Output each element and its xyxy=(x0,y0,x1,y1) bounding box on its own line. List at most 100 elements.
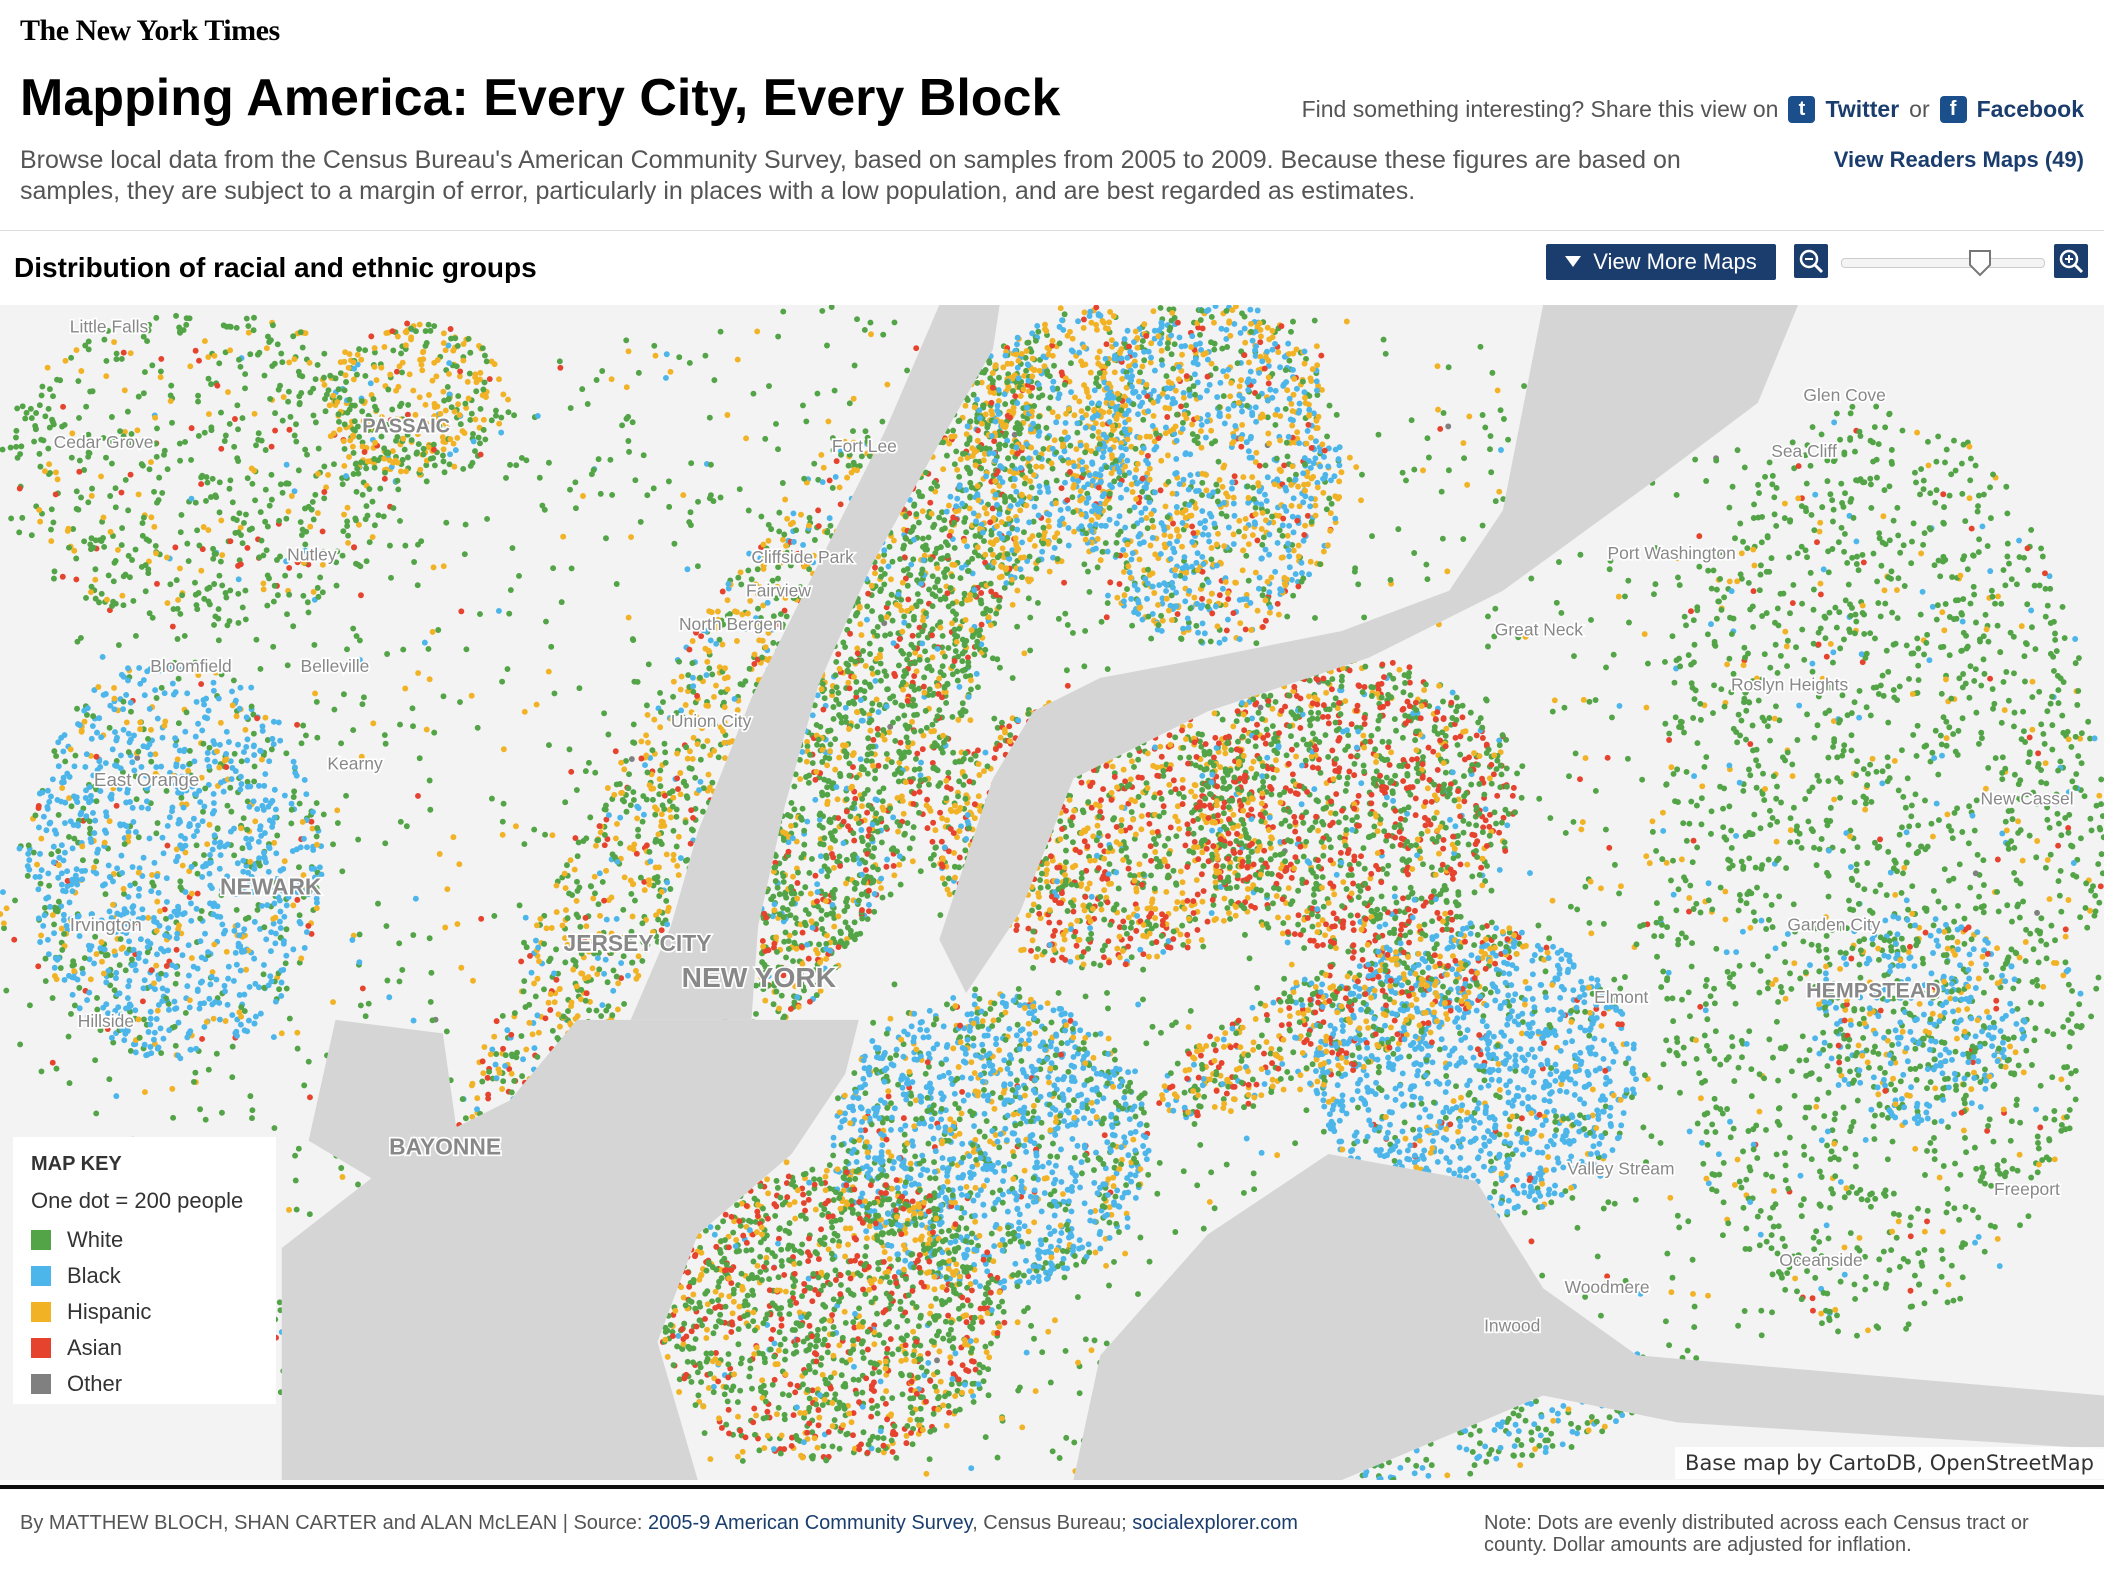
dot xyxy=(415,441,422,448)
dot xyxy=(1633,941,1640,948)
dot xyxy=(32,812,39,819)
dot xyxy=(88,735,95,742)
dot xyxy=(308,930,315,937)
dot xyxy=(1023,1349,1030,1356)
dot xyxy=(1615,593,1622,600)
logo[interactable]: The New York Times xyxy=(20,14,280,47)
dot xyxy=(599,878,606,885)
dot xyxy=(1869,755,1876,762)
dot xyxy=(1763,1126,1769,1133)
dot xyxy=(149,879,156,886)
zoom-out[interactable] xyxy=(1794,244,1828,278)
dot xyxy=(1765,856,1772,863)
dot xyxy=(1103,341,1110,348)
dot xyxy=(1249,474,1256,481)
dot xyxy=(364,458,371,465)
facebook-icon[interactable]: f xyxy=(1939,96,1967,123)
zoom-slider[interactable] xyxy=(1841,250,2045,277)
dot xyxy=(1782,1162,1789,1169)
dot xyxy=(676,658,683,665)
slider-handle[interactable] xyxy=(1966,248,1996,278)
dot xyxy=(631,678,638,685)
dot xyxy=(2097,883,2104,890)
dot xyxy=(557,364,564,371)
dot xyxy=(1890,687,1897,693)
dot xyxy=(273,850,280,857)
dot xyxy=(1608,714,1615,721)
dot xyxy=(576,685,583,692)
readers-maps-link[interactable]: View Readers Maps (49) xyxy=(1833,147,2084,172)
dot xyxy=(499,831,506,838)
dot xyxy=(277,737,284,744)
dot xyxy=(705,647,712,654)
dot xyxy=(55,862,62,869)
dot xyxy=(290,902,297,909)
dot xyxy=(1482,696,1489,703)
dot xyxy=(71,1002,78,1009)
dot xyxy=(1303,1107,1310,1114)
dot xyxy=(251,955,258,962)
dot xyxy=(484,515,491,522)
dot xyxy=(1603,664,1609,671)
dot xyxy=(1506,929,1513,936)
dot xyxy=(177,878,184,885)
dot xyxy=(1701,764,1708,770)
dot xyxy=(237,967,244,974)
dot xyxy=(132,632,139,639)
dot xyxy=(38,932,45,939)
dot xyxy=(44,936,51,943)
dot xyxy=(690,734,697,741)
dot xyxy=(24,863,31,870)
dot xyxy=(1163,373,1170,380)
dot xyxy=(1200,1225,1207,1232)
dot xyxy=(235,741,241,748)
dot xyxy=(500,1045,507,1052)
dot xyxy=(1586,919,1593,926)
dot xyxy=(2011,723,2017,730)
dot xyxy=(1084,405,1091,412)
dot xyxy=(86,799,92,806)
dot xyxy=(144,938,151,945)
dot xyxy=(754,566,761,573)
dot xyxy=(223,728,230,735)
twitter-link[interactable]: Twitter xyxy=(1825,96,1900,122)
dot xyxy=(613,781,620,788)
dot xyxy=(1295,921,1302,928)
dot xyxy=(1829,518,1836,525)
dot xyxy=(1424,435,1431,442)
dot xyxy=(61,930,67,937)
dot xyxy=(644,711,651,718)
dot xyxy=(1343,318,1350,325)
dot xyxy=(1288,961,1295,968)
dot xyxy=(1908,802,1915,809)
dot xyxy=(1690,837,1697,844)
dot xyxy=(1044,1000,1051,1007)
dot xyxy=(50,843,57,850)
more-maps-button[interactable]: View More Maps xyxy=(1546,244,1776,280)
dot xyxy=(153,830,160,837)
dot xyxy=(669,788,676,795)
dot xyxy=(446,370,452,377)
dot xyxy=(628,756,635,762)
dot xyxy=(309,809,316,815)
dot xyxy=(1673,491,1680,498)
zoom-in[interactable] xyxy=(2054,244,2088,278)
dot xyxy=(534,1053,541,1060)
dot xyxy=(231,852,238,859)
dot xyxy=(197,938,204,945)
facebook-link[interactable]: Facebook xyxy=(1976,96,2084,122)
dot xyxy=(533,701,540,708)
dot xyxy=(563,862,570,869)
dot xyxy=(782,496,789,503)
dot xyxy=(427,455,434,462)
dot xyxy=(1437,425,1444,432)
twitter-icon[interactable]: t xyxy=(1788,96,1816,123)
dot xyxy=(154,1007,161,1014)
dot xyxy=(673,843,680,850)
dot xyxy=(970,1398,977,1405)
dot xyxy=(1140,996,1146,1003)
dot xyxy=(129,804,136,811)
dot xyxy=(1606,566,1613,573)
dot xyxy=(1375,1069,1382,1076)
